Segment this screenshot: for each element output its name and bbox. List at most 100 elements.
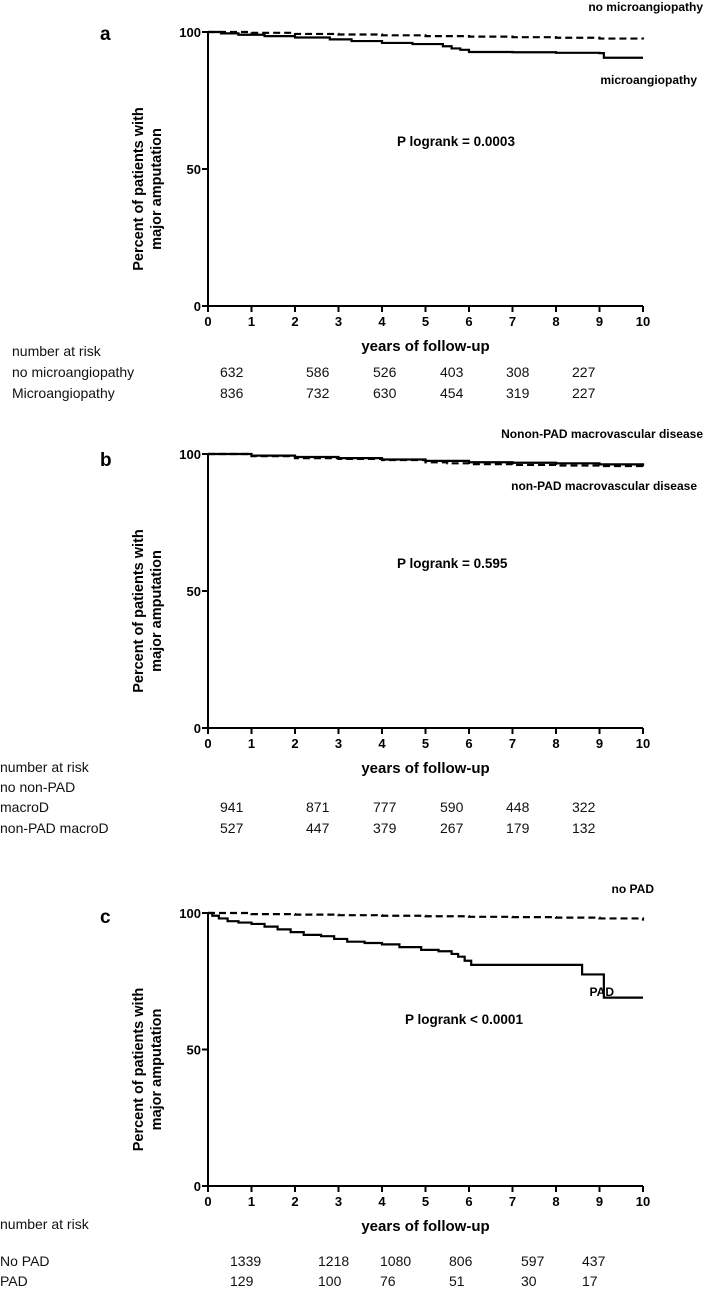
panel-a-x-axis-label: years of follow-up bbox=[361, 338, 489, 355]
panel-b-y-tick-label: 100 bbox=[179, 447, 201, 462]
panel-c-risk-value: 17 bbox=[582, 1273, 598, 1289]
panel-c-x-tick-label: 6 bbox=[465, 1194, 472, 1209]
panel-b-risk-row-label: no non-PAD bbox=[0, 779, 75, 795]
panel-c-risk-value: 1080 bbox=[380, 1253, 411, 1269]
panel-a-risk-value: 630 bbox=[373, 385, 397, 401]
panel-c-risk-value: 1218 bbox=[318, 1253, 349, 1269]
panel-b-risk-value: 590 bbox=[440, 799, 464, 815]
panel-a-x-tick-label: 2 bbox=[291, 314, 298, 329]
panel-b-x-tick-label: 10 bbox=[636, 736, 650, 751]
panel-a-risk-value: 227 bbox=[572, 385, 596, 401]
panel-c-y-tick-label: 50 bbox=[187, 1043, 201, 1058]
panel-a-series-name-label: microangiopathy bbox=[600, 73, 697, 87]
panel-a-risk-value: 836 bbox=[220, 385, 244, 401]
panel-c-y-tick-label: 100 bbox=[179, 906, 201, 921]
panel-b-risk-value: 132 bbox=[572, 820, 596, 836]
panel-a-risk-row-label: Microangiopathy bbox=[12, 385, 115, 401]
panel-a-label: a bbox=[100, 24, 111, 45]
panel-c-y-axis-label-line: major amputation bbox=[149, 1009, 165, 1131]
panel-c-risk-value: 1339 bbox=[230, 1253, 261, 1269]
panel-a-x-tick-label: 1 bbox=[248, 314, 255, 329]
panel-b-risk-value: 941 bbox=[220, 799, 244, 815]
panel-a-x-tick-label: 3 bbox=[335, 314, 342, 329]
panel-c-series-name-label: PAD bbox=[590, 985, 615, 999]
panel-a-risk-value: 319 bbox=[506, 385, 530, 401]
panel-b-label: b bbox=[100, 450, 112, 471]
panel-c-x-tick-label: 4 bbox=[378, 1194, 386, 1209]
panel-c-risk-value: 51 bbox=[449, 1273, 465, 1289]
panel-b-risk-value: 379 bbox=[373, 820, 397, 836]
panel-b-x-tick-label: 8 bbox=[552, 736, 559, 751]
panel-b-x-tick-label: 6 bbox=[465, 736, 472, 751]
panel-b-p-value-annotation: P logrank = 0.595 bbox=[397, 556, 508, 571]
panel-c-x-tick-label: 5 bbox=[422, 1194, 429, 1209]
panel-c-risk-row-label: PAD bbox=[0, 1273, 28, 1289]
panel-a-risk-value: 454 bbox=[440, 385, 464, 401]
panel-b-y-tick-label: 50 bbox=[187, 584, 201, 599]
panel-a-risk-value: 227 bbox=[572, 364, 596, 380]
panel-c-x-tick-label: 1 bbox=[248, 1194, 255, 1209]
panel-a-x-tick-label: 8 bbox=[552, 314, 559, 329]
panel-b-x-tick-label: 2 bbox=[291, 736, 298, 751]
panel-c-x-tick-label: 2 bbox=[291, 1194, 298, 1209]
panel-b-risk-value: 267 bbox=[440, 820, 464, 836]
panel-c-risk-table-title: number at risk bbox=[0, 1216, 90, 1232]
panel-a-y-axis-label-line: Percent of patients with bbox=[131, 107, 147, 271]
panel-a-x-tick-label: 7 bbox=[509, 314, 516, 329]
panel-c-x-tick-label: 9 bbox=[596, 1194, 603, 1209]
panel-b-x-axis-label: years of follow-up bbox=[361, 760, 489, 777]
panel-a-x-tick-label: 0 bbox=[204, 314, 211, 329]
panel-c-x-tick-label: 10 bbox=[636, 1194, 650, 1209]
panel-a-risk-value: 308 bbox=[506, 364, 530, 380]
panel-c-x-tick-label: 3 bbox=[335, 1194, 342, 1209]
panel-a-y-tick-label: 50 bbox=[187, 162, 201, 177]
panel-b-risk-table-title: number at risk bbox=[0, 759, 90, 775]
panel-a-risk-value: 586 bbox=[306, 364, 330, 380]
panel-c-risk-value: 437 bbox=[582, 1253, 606, 1269]
panel-c-y-tick-label: 0 bbox=[194, 1179, 201, 1194]
panel-b-risk-value: 322 bbox=[572, 799, 596, 815]
panel-a-x-tick-label: 9 bbox=[596, 314, 603, 329]
panel-b-risk-value: 448 bbox=[506, 799, 530, 815]
panel-b-x-tick-label: 7 bbox=[509, 736, 516, 751]
panel-a-y-axis-label-line: major amputation bbox=[149, 128, 165, 250]
panel-b-risk-row-label: non-PAD macroD bbox=[0, 820, 109, 836]
panel-a-series-dashed-curve bbox=[208, 30, 645, 40]
panel-c-x-axis-label: years of follow-up bbox=[361, 1218, 489, 1235]
panel-b-risk-value: 447 bbox=[306, 820, 330, 836]
panel-b-y-tick-label: 0 bbox=[194, 721, 201, 736]
panel-b-risk-value: 179 bbox=[506, 820, 530, 836]
panel-b-series-dashed-curve bbox=[208, 452, 645, 468]
panel-c-risk-value: 100 bbox=[318, 1273, 342, 1289]
panel-b-x-tick-label: 5 bbox=[422, 736, 429, 751]
panel-c-risk-row-label: No PAD bbox=[0, 1253, 50, 1269]
panel-c-series-name-label: no PAD bbox=[612, 882, 655, 896]
panel-c-label: c bbox=[100, 907, 111, 928]
panel-c-x-tick-label: 7 bbox=[509, 1194, 516, 1209]
panel-b-x-tick-label: 0 bbox=[204, 736, 211, 751]
panel-a-risk-value: 732 bbox=[306, 385, 330, 401]
panel-b-y-axis-label-line: Percent of patients with bbox=[131, 529, 147, 693]
panel-a-risk-value: 526 bbox=[373, 364, 397, 380]
panel-a-series-solid-curve bbox=[208, 30, 643, 59]
panel-a-y-tick-label: 100 bbox=[179, 25, 201, 40]
panel-b-x-tick-label: 4 bbox=[378, 736, 386, 751]
panel-c-series-solid-curve bbox=[208, 911, 643, 999]
panel-a-risk-table-title: number at risk bbox=[12, 343, 102, 359]
panel-a-series-name-label: no microangiopathy bbox=[588, 0, 703, 14]
panel-a-risk-row-label: no microangiopathy bbox=[12, 364, 134, 380]
panel-c-p-value-annotation: P logrank < 0.0001 bbox=[405, 1012, 523, 1027]
panel-b-risk-value: 527 bbox=[220, 820, 244, 836]
panel-a-risk-value: 403 bbox=[440, 364, 464, 380]
panel-b-y-axis-label-line: major amputation bbox=[149, 550, 165, 672]
panel-a-x-tick-label: 4 bbox=[378, 314, 386, 329]
panel-b-risk-value: 871 bbox=[306, 799, 330, 815]
panel-c-risk-value: 129 bbox=[230, 1273, 254, 1289]
panel-c-risk-value: 597 bbox=[521, 1253, 545, 1269]
panel-a-risk-value: 632 bbox=[220, 364, 244, 380]
panel-c-risk-value: 806 bbox=[449, 1253, 473, 1269]
panel-c-risk-value: 76 bbox=[380, 1273, 396, 1289]
panel-c-y-axis-label-line: Percent of patients with bbox=[131, 988, 147, 1152]
panel-c-series-dashed-curve bbox=[208, 911, 645, 921]
